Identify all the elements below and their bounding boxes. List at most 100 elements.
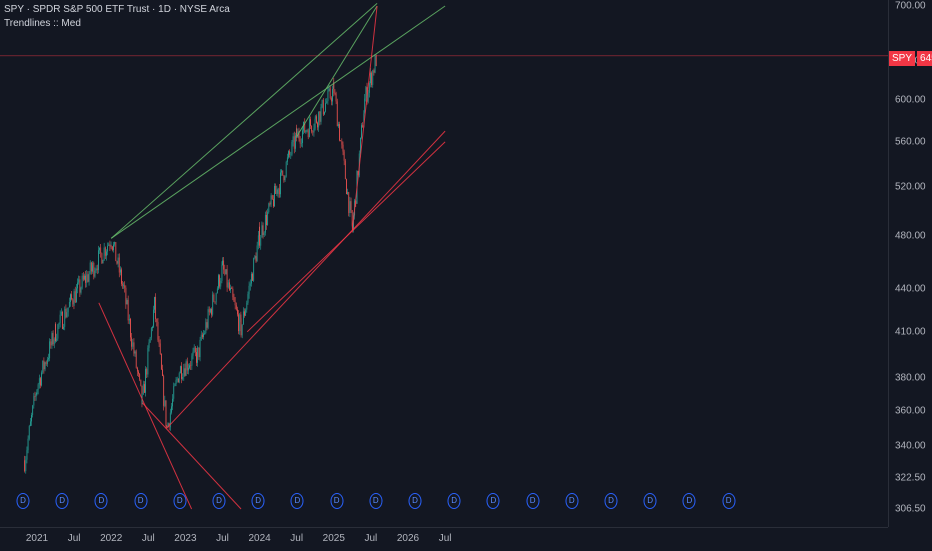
candle-body bbox=[188, 367, 189, 371]
time-axis[interactable]: 2021 Jul 2022 Jul 2023 Jul 2024 Jul 2025 Jul 2026 J… bbox=[0, 527, 888, 551]
candle-body bbox=[205, 322, 207, 333]
dividend-marker-icon[interactable]: D bbox=[94, 493, 108, 509]
trendline-3[interactable] bbox=[296, 5, 378, 137]
price-axis[interactable]: 700.00640.00600.00560.00520.00480.00440.… bbox=[888, 0, 932, 527]
candle-body bbox=[227, 282, 229, 288]
candle-body bbox=[322, 99, 324, 115]
dividend-marker-icon[interactable]: D bbox=[565, 493, 579, 509]
candle-body bbox=[118, 257, 120, 273]
candle-body bbox=[48, 358, 49, 360]
candle-body bbox=[174, 383, 176, 387]
candle-body bbox=[320, 107, 322, 122]
chart-area[interactable] bbox=[0, 0, 888, 527]
dividend-marker-icon[interactable]: D bbox=[173, 493, 187, 509]
candle-body bbox=[92, 262, 94, 269]
dividend-marker-icon[interactable]: D bbox=[526, 493, 540, 509]
dividend-marker-icon[interactable]: D bbox=[290, 493, 304, 509]
candle-body bbox=[98, 250, 99, 271]
dividend-marker-icon[interactable]: D bbox=[682, 493, 696, 509]
candle-body bbox=[335, 93, 337, 102]
dividend-marker-icon[interactable]: D bbox=[251, 493, 265, 509]
trendline-6[interactable] bbox=[351, 5, 378, 230]
candle-body bbox=[145, 368, 146, 393]
candle-body bbox=[109, 244, 111, 247]
candle-body bbox=[147, 347, 149, 375]
time-tick-label: 2021 bbox=[25, 533, 49, 544]
indicator-title[interactable]: Trendlines :: Med bbox=[4, 18, 81, 29]
candle-body bbox=[261, 225, 263, 238]
candle-body bbox=[225, 269, 227, 275]
candle-body bbox=[130, 319, 131, 338]
candle-body bbox=[330, 98, 332, 102]
candle-body bbox=[362, 125, 364, 128]
dividend-marker-icon[interactable]: D bbox=[16, 493, 30, 509]
candle-body bbox=[365, 87, 367, 99]
candle-body bbox=[254, 256, 256, 259]
candle-body bbox=[240, 314, 242, 320]
dividend-marker-icon[interactable]: D bbox=[55, 493, 69, 509]
trendline-8[interactable] bbox=[141, 402, 242, 510]
trendline-2[interactable] bbox=[110, 3, 378, 239]
candle-body bbox=[339, 124, 340, 141]
price-tick-label: 306.50 bbox=[895, 503, 926, 515]
dividend-marker-icon[interactable]: D bbox=[486, 493, 500, 509]
candle-body bbox=[317, 122, 318, 128]
dividend-marker-icon[interactable]: D bbox=[643, 493, 657, 509]
candle-body bbox=[184, 368, 186, 376]
candle-body bbox=[45, 362, 47, 364]
dividend-marker-icon[interactable]: D bbox=[408, 493, 422, 509]
candle-body bbox=[84, 275, 85, 280]
dividend-marker-icon[interactable]: D bbox=[134, 493, 148, 509]
candle-body bbox=[249, 283, 251, 286]
price-tick-label: 440.00 bbox=[895, 283, 926, 295]
candle-body bbox=[371, 72, 373, 85]
candle-body bbox=[185, 361, 187, 376]
candle-body bbox=[166, 426, 168, 427]
candle-body bbox=[125, 287, 127, 305]
candle-body bbox=[241, 324, 243, 336]
candles bbox=[24, 54, 377, 474]
candle-body bbox=[162, 369, 163, 376]
dividend-marker-icon[interactable]: D bbox=[604, 493, 618, 509]
candle-body bbox=[93, 262, 95, 277]
dividend-marker-icon[interactable]: D bbox=[369, 493, 383, 509]
candle-body bbox=[215, 293, 217, 302]
candle-body bbox=[140, 379, 142, 386]
candle-body bbox=[33, 396, 35, 406]
trendline-5[interactable] bbox=[166, 130, 446, 429]
candle-body bbox=[278, 188, 280, 195]
candle-body bbox=[237, 309, 238, 315]
candle-body bbox=[41, 372, 42, 386]
candle-body bbox=[348, 192, 350, 213]
symbol-title[interactable]: SPY · SPDR S&P 500 ETF Trust · 1D · NYSE… bbox=[4, 4, 230, 15]
candle-body bbox=[334, 93, 336, 94]
candle-body bbox=[211, 308, 212, 315]
candle-body bbox=[281, 170, 282, 173]
candle-body bbox=[204, 332, 206, 334]
candle-body bbox=[89, 262, 91, 274]
candle-body bbox=[326, 101, 328, 104]
candle-body bbox=[361, 125, 362, 138]
dividend-marker-icon[interactable]: D bbox=[330, 493, 344, 509]
candle-body bbox=[218, 275, 219, 289]
dividend-marker-icon[interactable]: D bbox=[722, 493, 736, 509]
price-chart[interactable] bbox=[0, 0, 888, 527]
candle-body bbox=[150, 328, 152, 338]
price-tick-label: 560.00 bbox=[895, 136, 926, 148]
candle-body bbox=[65, 308, 67, 318]
candle-body bbox=[95, 268, 97, 272]
candle-body bbox=[68, 302, 70, 308]
candle-body bbox=[239, 314, 241, 332]
candle-body bbox=[234, 301, 236, 306]
candle-body bbox=[108, 244, 110, 246]
candle-body bbox=[255, 256, 257, 262]
candle-body bbox=[368, 83, 370, 93]
candle-body bbox=[115, 241, 117, 262]
trendline-1[interactable] bbox=[110, 5, 446, 239]
dividend-marker-icon[interactable]: D bbox=[447, 493, 461, 509]
candle-body bbox=[298, 131, 300, 139]
dividend-marker-icon[interactable]: D bbox=[212, 493, 226, 509]
candle-body bbox=[338, 124, 339, 127]
candle-body bbox=[102, 260, 104, 264]
candle-body bbox=[182, 377, 184, 379]
